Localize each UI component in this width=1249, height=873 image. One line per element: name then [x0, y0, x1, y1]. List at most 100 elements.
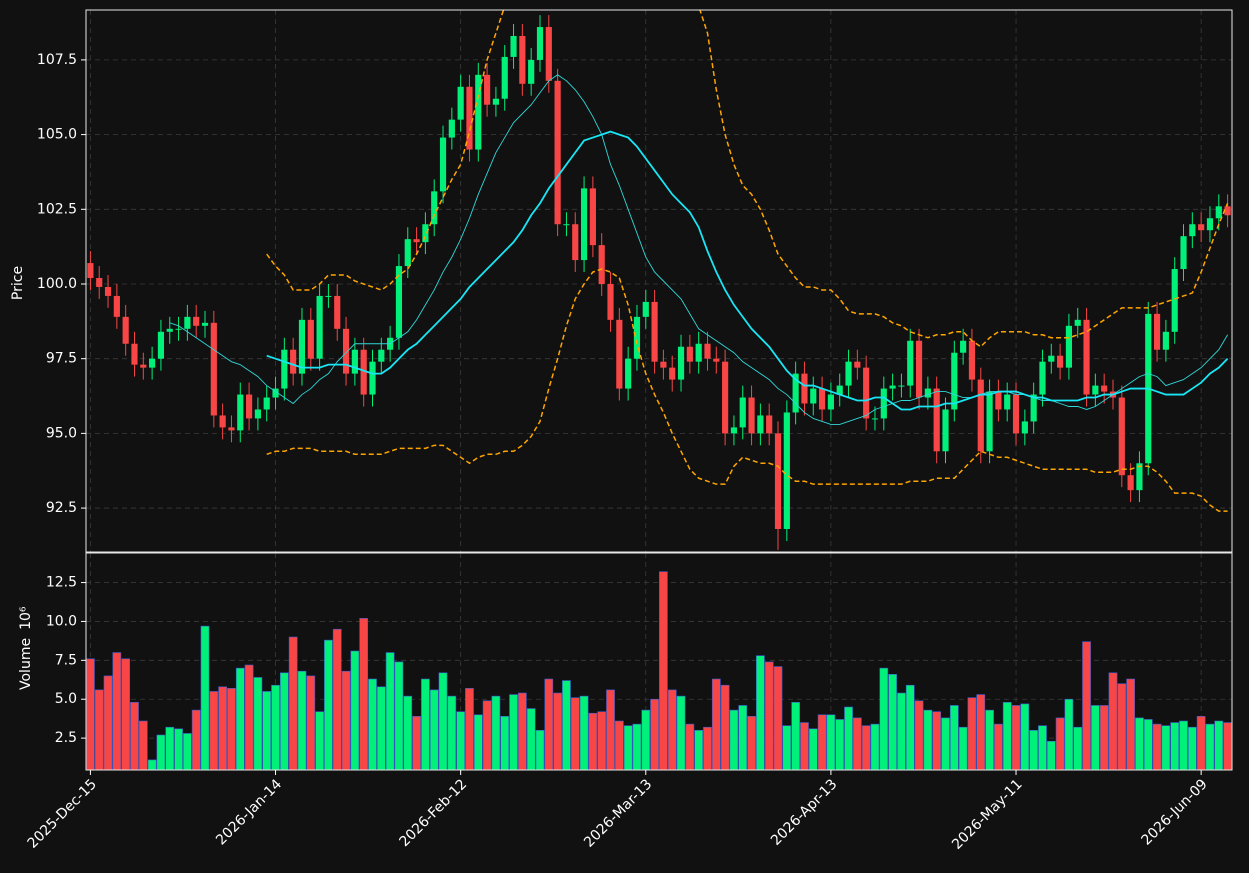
candle-body	[836, 385, 843, 395]
volume-bar	[1099, 705, 1109, 771]
volume-bar	[482, 700, 492, 771]
candle-body	[572, 224, 579, 261]
indicator-line	[266, 130, 1229, 411]
candle-body	[880, 388, 887, 419]
candle-body	[563, 224, 570, 226]
candle-body	[783, 412, 790, 529]
candle-body	[1030, 394, 1037, 422]
volume-bar	[253, 677, 263, 771]
volume-bar	[729, 709, 739, 771]
volume-bar	[174, 728, 183, 771]
candle-body	[757, 415, 764, 434]
candle-body	[1057, 355, 1064, 368]
candle-body	[342, 328, 350, 374]
volume-bar	[703, 726, 712, 771]
volume-axis-title: Volume	[18, 638, 34, 690]
candle-body	[845, 361, 852, 386]
candle-body	[1180, 236, 1187, 270]
volume-bar	[438, 672, 448, 771]
candle-body	[580, 188, 588, 261]
candle-body	[889, 385, 896, 389]
candle-body	[713, 358, 720, 362]
candle-body	[404, 239, 411, 267]
candle-body	[263, 397, 270, 410]
volume-bar	[949, 705, 959, 771]
volume-bar	[808, 728, 818, 771]
candle-body	[1127, 475, 1134, 491]
volume-axis-label: Volume 10⁶	[18, 606, 34, 690]
candle-body	[113, 295, 120, 317]
volume-bar	[526, 708, 536, 771]
candle-body	[1215, 206, 1222, 219]
candle-body	[942, 409, 949, 452]
volume-bar	[976, 694, 986, 771]
volume-bar	[1196, 716, 1206, 771]
volume-bar	[588, 712, 598, 771]
volume-bar	[861, 725, 871, 771]
volume-bar	[888, 674, 897, 771]
volume-bar	[376, 686, 386, 771]
candle-body	[131, 343, 138, 365]
candle-body	[369, 361, 376, 395]
volume-bar	[897, 692, 906, 771]
candle-body	[484, 74, 491, 105]
volume-bar	[271, 684, 280, 771]
candle-body	[607, 283, 614, 320]
candle-body	[995, 391, 1002, 410]
candle-body	[360, 349, 367, 395]
candle-body	[519, 35, 526, 84]
volume-bar	[244, 664, 254, 771]
candle-body	[501, 56, 508, 99]
volume-bar	[1073, 726, 1083, 771]
volume-bar	[297, 670, 307, 771]
candle-body	[695, 343, 702, 362]
candle-body	[104, 286, 112, 296]
candle-body	[1118, 397, 1125, 476]
volume-bar	[1205, 723, 1215, 771]
volume-bar	[359, 618, 369, 771]
volume-bar	[614, 720, 624, 771]
volume-bar	[1161, 725, 1171, 771]
volume-bar	[156, 734, 166, 771]
candle-body	[413, 239, 420, 243]
candle-body	[633, 316, 641, 359]
volume-marks	[86, 571, 1232, 771]
candle-body	[1198, 224, 1205, 231]
candle-body	[492, 98, 500, 105]
volume-bar	[1002, 702, 1012, 771]
volume-bar	[606, 689, 615, 771]
volume-bar	[958, 726, 968, 771]
candle-body	[1004, 394, 1011, 410]
volume-bar	[641, 709, 651, 771]
volume-bar	[1011, 705, 1021, 771]
volume-bar	[694, 730, 704, 771]
candle-body	[228, 427, 235, 431]
y-tick-label: 92.5	[46, 500, 77, 516]
volume-bar	[1214, 720, 1224, 771]
volume-axis-scale: 10⁶	[18, 606, 34, 630]
volume-bar	[632, 723, 642, 771]
candle-body	[1136, 463, 1143, 491]
y-tick-label: 12.5	[46, 575, 77, 591]
candle-body	[307, 319, 314, 359]
volume-bar	[1046, 740, 1056, 771]
volume-bar	[756, 655, 765, 771]
volume-bar	[685, 723, 695, 771]
volume-bar	[421, 678, 430, 771]
candle-body	[422, 224, 429, 243]
candle-body	[431, 191, 438, 225]
volume-bar	[879, 667, 889, 771]
volume-bar	[456, 711, 466, 771]
volume-bar	[738, 705, 748, 771]
volume-bar	[147, 759, 157, 771]
candle-body	[810, 388, 817, 404]
y-tick-label: 107.5	[37, 52, 77, 68]
candle-body	[924, 388, 931, 398]
volume-bar	[544, 678, 554, 771]
candle-body	[475, 74, 482, 150]
volume-bar	[747, 716, 756, 771]
volume-bar	[1152, 723, 1162, 771]
volume-bar	[650, 698, 659, 771]
y-tick-label: 95.0	[46, 425, 77, 441]
